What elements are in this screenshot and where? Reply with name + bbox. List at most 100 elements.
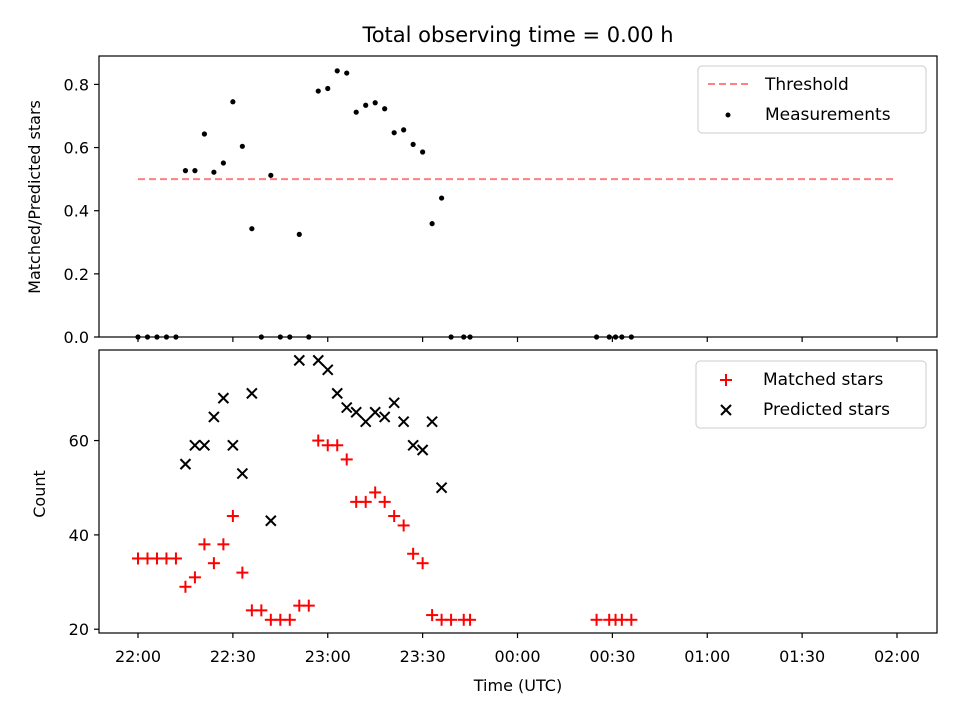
- predicted-star-marker: [341, 401, 353, 414]
- y-tick-label: 0.0: [64, 328, 89, 347]
- bottom-y-axis-label: Count: [30, 470, 49, 518]
- marker-stroke: [198, 439, 211, 451]
- marker-stroke: [179, 458, 192, 470]
- measurement-point: [192, 168, 198, 174]
- marker-stroke: [236, 467, 249, 480]
- predicted-star-marker: [189, 439, 201, 451]
- measurement-point: [325, 85, 331, 92]
- bottom-legend-box: [695, 360, 927, 429]
- y-tick-label: 0.8: [64, 75, 89, 94]
- x-tick-label: 02:00: [874, 647, 920, 666]
- measurement-point: [334, 68, 340, 74]
- marker-stroke: [416, 444, 429, 456]
- top-axes-frame: [98, 55, 938, 338]
- marker-stroke: [435, 482, 448, 494]
- matched-star-marker: [179, 580, 192, 593]
- measurement-point: [315, 88, 321, 94]
- predicted-star-marker: [227, 439, 239, 451]
- marker-stroke: [341, 401, 353, 414]
- bottom-axes-frame: [98, 349, 938, 634]
- marker-stroke: [407, 439, 419, 451]
- measurement-point: [220, 160, 226, 166]
- marker-stroke: [312, 354, 324, 367]
- x-tick-label: 22:30: [210, 647, 256, 666]
- predicted-star-marker: [312, 354, 324, 367]
- predicted-star-marker: [350, 406, 362, 418]
- matched-star-marker: [188, 571, 201, 584]
- predicted-legend-label: Predicted stars: [763, 400, 890, 420]
- marker-stroke: [378, 411, 391, 423]
- matched-star-marker: [426, 609, 439, 622]
- predicted-star-marker: [369, 406, 381, 418]
- predicted-star-marker: [378, 411, 391, 423]
- matched-star-marker: [226, 510, 239, 523]
- y-tick-label: 60: [69, 432, 89, 451]
- bottom-x-ticks: 22:00 22:30 23:00 23:30 00:00 00:30 01:00 01:30…: [115, 633, 920, 666]
- predicted-star-marker: [426, 415, 438, 428]
- marker-stroke: [397, 415, 410, 428]
- matched-star-marker: [340, 453, 353, 466]
- predicted-star-marker: [435, 482, 448, 494]
- marker-stroke: [246, 387, 258, 400]
- matched-star-marker: [255, 604, 268, 617]
- predicted-star-marker: [208, 411, 220, 423]
- matched-star-marker: [302, 599, 315, 612]
- measurement-point: [249, 226, 255, 232]
- marker-stroke: [426, 415, 438, 428]
- measurement-point: [401, 127, 407, 133]
- bottom-y-ticks: 20 40 60: [69, 432, 99, 639]
- marker-stroke: [265, 515, 277, 527]
- predicted-star-marker: [331, 387, 343, 400]
- measurement-point: [429, 221, 435, 227]
- measurement-point: [420, 149, 426, 155]
- matched-star-marker: [407, 547, 420, 560]
- matched-star-marker: [464, 613, 477, 626]
- measurement-point: [211, 169, 217, 175]
- measurement-point: [372, 100, 378, 106]
- measurement-point: [391, 130, 397, 136]
- x-tick-label: 22:00: [115, 647, 161, 666]
- matched-star-marker: [312, 434, 325, 447]
- predicted-star-marker: [179, 458, 192, 470]
- bottom-legend: Matched stars Predicted stars: [695, 360, 927, 429]
- marker-stroke: [350, 406, 362, 418]
- marker-stroke: [208, 411, 220, 423]
- matched-legend-label: Matched stars: [763, 370, 883, 390]
- threshold-legend-label: Threshold: [764, 75, 849, 95]
- marker-stroke: [227, 439, 239, 451]
- predicted-star-marker: [236, 467, 249, 480]
- x-tick-label: 23:00: [305, 647, 351, 666]
- top-legend: Threshold Measurements: [697, 65, 927, 134]
- predicted-star-marker: [322, 364, 334, 376]
- marker-stroke: [189, 439, 201, 451]
- marker-stroke: [359, 415, 372, 428]
- predicted-star-marker: [388, 397, 400, 409]
- predicted-star-marker: [359, 415, 372, 428]
- y-tick-label: 20: [69, 620, 89, 639]
- marker-stroke: [322, 364, 334, 376]
- matched-legend-swatch: [720, 374, 732, 386]
- measurement-point: [410, 141, 416, 148]
- matched-star-marker: [207, 557, 220, 570]
- top-panel: Total observing time = 0.00 h Matched/Pr…: [25, 23, 938, 347]
- marker-stroke: [217, 392, 230, 404]
- measurement-point: [296, 231, 302, 237]
- marker-stroke: [331, 387, 343, 400]
- measurement-point: [239, 143, 245, 149]
- x-tick-label: 00:00: [494, 647, 540, 666]
- matched-star-marker: [369, 486, 382, 499]
- matched-star-marker: [378, 495, 391, 508]
- marker-stroke: [388, 397, 400, 409]
- y-tick-label: 0.6: [64, 139, 89, 158]
- measurement-point: [382, 106, 388, 112]
- matched-star-marker: [397, 519, 410, 532]
- predicted-star-marker: [416, 444, 429, 456]
- marker-stroke: [293, 354, 305, 367]
- x-tick-label: 01:30: [779, 647, 825, 666]
- predicted-star-marker: [198, 439, 211, 451]
- matched-star-marker: [169, 552, 182, 565]
- x-tick-label: 00:30: [589, 647, 635, 666]
- y-tick-label: 40: [69, 526, 89, 545]
- matched-star-marker: [416, 557, 429, 570]
